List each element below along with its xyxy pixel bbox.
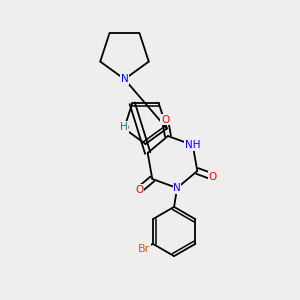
Text: O: O [161, 115, 169, 125]
Text: O: O [120, 124, 128, 134]
Text: H: H [120, 122, 128, 132]
Text: N: N [121, 74, 128, 84]
Text: O: O [136, 184, 144, 195]
Text: Br: Br [138, 244, 151, 254]
Text: O: O [209, 172, 217, 182]
Text: N: N [173, 183, 181, 193]
Text: NH: NH [185, 140, 200, 150]
